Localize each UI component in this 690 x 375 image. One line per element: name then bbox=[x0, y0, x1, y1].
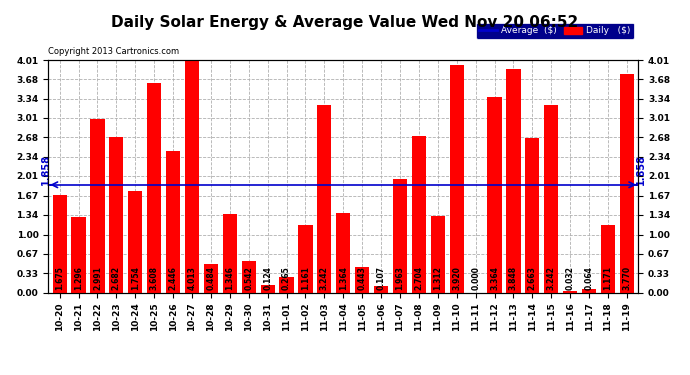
Bar bbox=[72, 217, 86, 292]
Bar bbox=[374, 286, 388, 292]
Legend: Average  ($), Daily   ($): Average ($), Daily ($) bbox=[476, 22, 633, 39]
Bar bbox=[52, 195, 67, 292]
Text: 1.963: 1.963 bbox=[395, 266, 404, 290]
Text: 3.242: 3.242 bbox=[546, 266, 555, 290]
Bar bbox=[261, 285, 275, 292]
Text: 0.032: 0.032 bbox=[566, 266, 575, 290]
Text: Daily Solar Energy & Average Value Wed Nov 20 06:52: Daily Solar Energy & Average Value Wed N… bbox=[111, 15, 579, 30]
Bar bbox=[525, 138, 540, 292]
Bar bbox=[128, 191, 142, 292]
Text: 3.920: 3.920 bbox=[452, 266, 461, 290]
Text: 0.107: 0.107 bbox=[377, 266, 386, 290]
Text: 1.171: 1.171 bbox=[604, 266, 613, 290]
Bar bbox=[393, 178, 407, 292]
Text: 2.682: 2.682 bbox=[112, 266, 121, 290]
Bar bbox=[204, 264, 218, 292]
Bar bbox=[185, 60, 199, 292]
Text: 2.663: 2.663 bbox=[528, 266, 537, 290]
Bar bbox=[241, 261, 256, 292]
Text: 1.296: 1.296 bbox=[74, 266, 83, 290]
Text: 1.754: 1.754 bbox=[131, 266, 140, 290]
Text: 0.124: 0.124 bbox=[263, 266, 272, 290]
Bar bbox=[223, 214, 237, 292]
Text: 0.265: 0.265 bbox=[282, 266, 291, 290]
Text: 3.608: 3.608 bbox=[150, 266, 159, 290]
Text: 1.858: 1.858 bbox=[41, 154, 51, 185]
Text: 4.013: 4.013 bbox=[188, 266, 197, 290]
Bar bbox=[90, 119, 105, 292]
Bar bbox=[601, 225, 615, 292]
Bar bbox=[298, 225, 313, 292]
Text: 0.484: 0.484 bbox=[206, 266, 215, 290]
Text: 2.446: 2.446 bbox=[168, 266, 177, 290]
Text: 3.770: 3.770 bbox=[622, 266, 631, 290]
Text: 0.000: 0.000 bbox=[471, 266, 480, 290]
Bar bbox=[506, 69, 520, 292]
Text: 1.161: 1.161 bbox=[301, 266, 310, 290]
Text: 0.443: 0.443 bbox=[357, 266, 366, 290]
Bar bbox=[166, 151, 180, 292]
Text: 1.675: 1.675 bbox=[55, 266, 64, 290]
Text: 0.542: 0.542 bbox=[244, 266, 253, 290]
Text: 1.346: 1.346 bbox=[226, 266, 235, 290]
Bar bbox=[336, 213, 351, 292]
Bar bbox=[431, 216, 445, 292]
Bar bbox=[109, 137, 124, 292]
Text: 1.312: 1.312 bbox=[433, 266, 442, 290]
Text: 2.991: 2.991 bbox=[93, 266, 102, 290]
Text: 3.848: 3.848 bbox=[509, 266, 518, 290]
Bar bbox=[563, 291, 578, 292]
Text: 3.242: 3.242 bbox=[320, 266, 329, 290]
Text: 1.858: 1.858 bbox=[635, 154, 646, 185]
Bar bbox=[487, 98, 502, 292]
Bar bbox=[412, 136, 426, 292]
Text: 0.064: 0.064 bbox=[584, 266, 593, 290]
Bar bbox=[582, 289, 596, 292]
Text: 3.364: 3.364 bbox=[490, 266, 499, 290]
Text: Copyright 2013 Cartronics.com: Copyright 2013 Cartronics.com bbox=[48, 47, 179, 56]
Text: 2.704: 2.704 bbox=[415, 266, 424, 290]
Bar bbox=[279, 277, 294, 292]
Bar bbox=[620, 74, 634, 292]
Bar bbox=[450, 65, 464, 292]
Bar bbox=[355, 267, 369, 292]
Text: 1.364: 1.364 bbox=[339, 266, 348, 290]
Bar bbox=[317, 105, 331, 292]
Bar bbox=[544, 105, 558, 292]
Bar bbox=[147, 83, 161, 292]
